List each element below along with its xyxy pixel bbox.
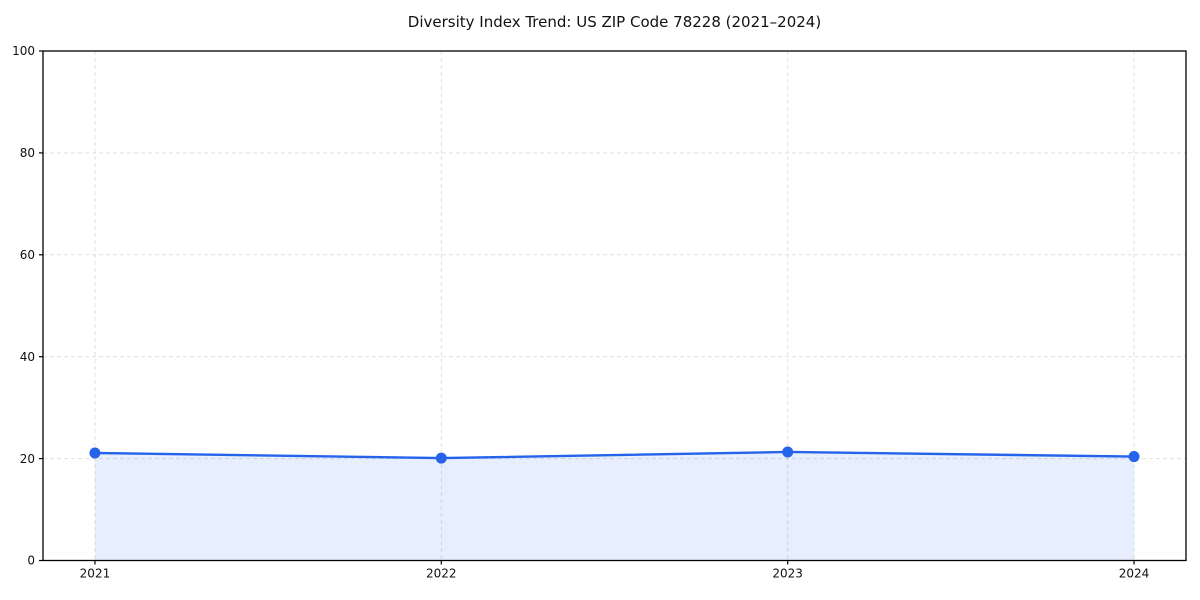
x-tick-label: 2021 (80, 567, 111, 581)
data-point-marker (89, 447, 101, 459)
area-fill (94, 451, 1135, 561)
axis-frame (42, 50, 1187, 562)
data-point-marker (782, 446, 794, 458)
y-tick-label: 20 (20, 452, 35, 466)
x-tick-label: 2024 (1119, 567, 1150, 581)
y-tick-label: 40 (20, 350, 35, 364)
y-tick-label: 80 (20, 146, 35, 160)
y-tick-label: 0 (27, 554, 35, 568)
chart-title: Diversity Index Trend: US ZIP Code 78228… (407, 13, 822, 31)
y-tick-label: 100 (12, 44, 35, 58)
data-point-marker (435, 452, 447, 464)
trend-line (93, 450, 1136, 460)
y-tick-label: 60 (20, 248, 35, 262)
x-tick-label: 2023 (772, 567, 803, 581)
x-tick-label: 2022 (426, 567, 457, 581)
data-point-marker (1128, 451, 1140, 463)
